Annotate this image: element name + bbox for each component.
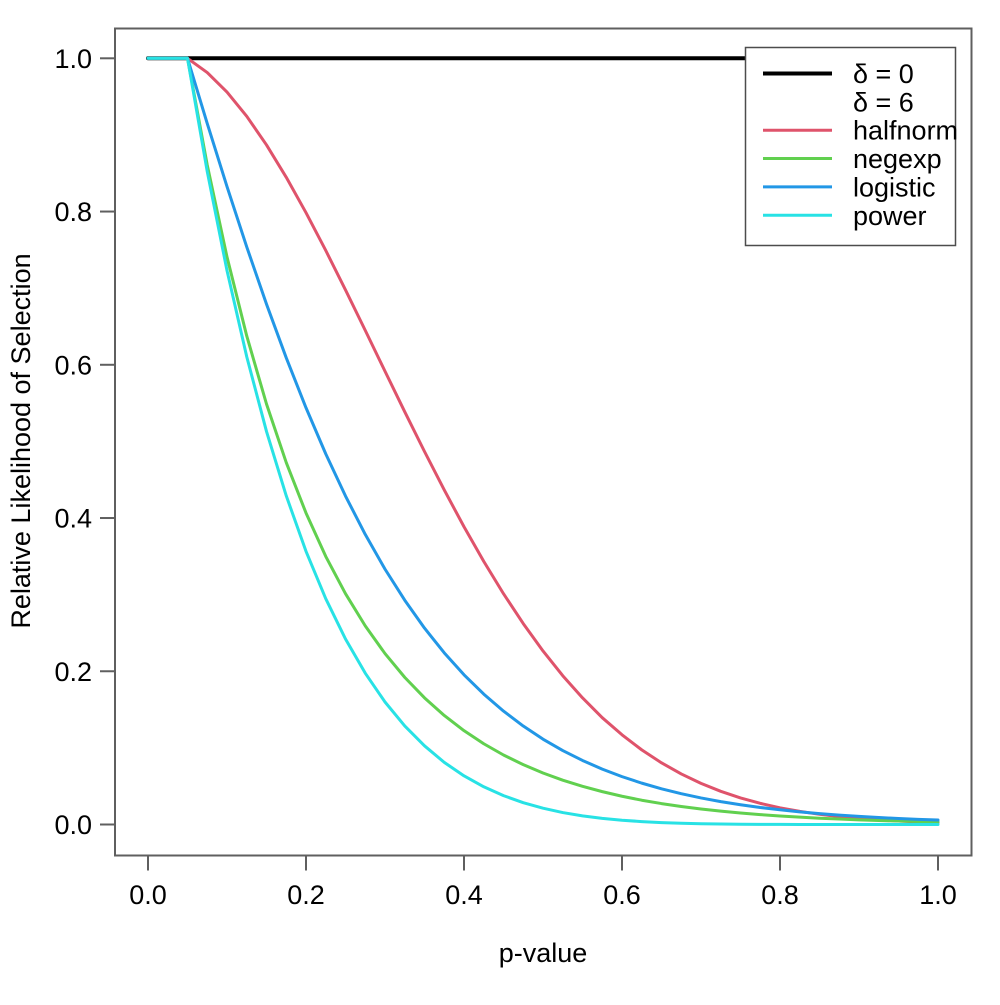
plot-border <box>114 27 973 857</box>
y-tick-label: 0.0 <box>54 810 92 840</box>
legend-label-negexp: negexp <box>853 144 942 174</box>
legend-label-power: power <box>853 201 927 231</box>
legend-label--6: δ = 6 <box>853 87 914 117</box>
y-tick-label: 1.0 <box>54 44 92 74</box>
series-line-logistic <box>146 56 940 822</box>
legend-label--0: δ = 0 <box>853 59 914 89</box>
legend-label-halfnorm: halfnorm <box>853 116 958 146</box>
y-axis: 0.0 0.2 0.4 0.6 0.8 1.0 <box>54 44 115 840</box>
y-tick-label: 0.4 <box>54 504 92 534</box>
y-axis-title: Relative Likelihood of Selection <box>6 253 36 628</box>
legend-box <box>744 46 957 247</box>
x-tick-label: 0.2 <box>287 880 325 910</box>
series-lines <box>146 56 940 826</box>
y-tick-label: 0.8 <box>54 197 92 227</box>
x-tick-label: 0.0 <box>129 880 167 910</box>
series-line-power <box>146 56 940 826</box>
x-tick-label: 0.8 <box>761 880 799 910</box>
series-line-negexp <box>146 56 940 824</box>
y-tick-label: 0.6 <box>54 350 92 380</box>
legend-label-logistic: logistic <box>853 172 936 202</box>
x-tick-label: 0.4 <box>445 880 483 910</box>
x-axis-title: p-value <box>499 938 588 968</box>
x-axis: 0.0 0.2 0.4 0.6 0.8 1.0 <box>129 855 957 910</box>
y-tick-label: 0.2 <box>54 657 92 687</box>
x-tick-label: 0.6 <box>603 880 641 910</box>
x-tick-label: 1.0 <box>919 880 957 910</box>
